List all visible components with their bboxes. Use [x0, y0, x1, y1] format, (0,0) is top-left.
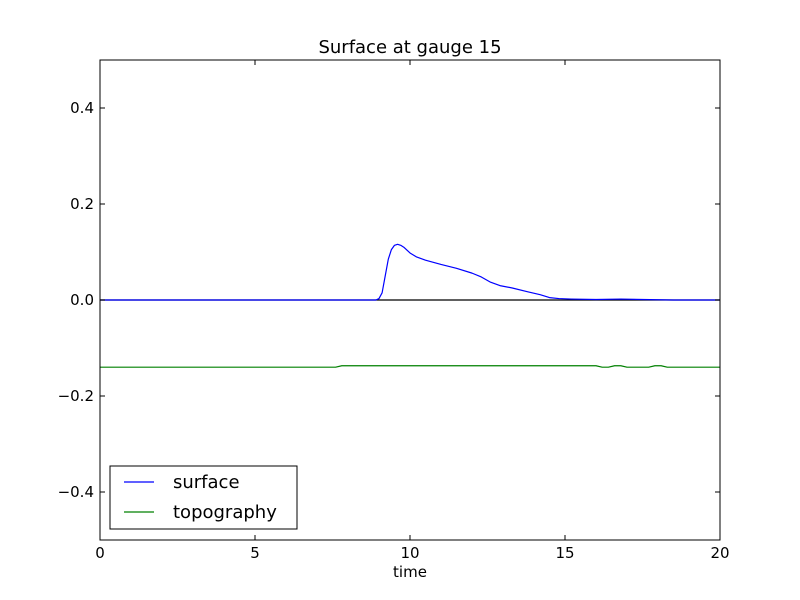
chart-title: Surface at gauge 15	[318, 37, 501, 58]
y-tick-label: 0.4	[70, 99, 94, 117]
x-tick-label: 5	[250, 544, 260, 562]
series-layer	[100, 243, 720, 368]
x-tick-label: 0	[95, 544, 105, 562]
x-tick-label: 20	[710, 544, 729, 562]
y-tick-label: 0.2	[70, 195, 94, 213]
y-tick-label: −0.2	[58, 387, 94, 405]
legend-label-surface: surface	[173, 472, 240, 493]
y-tick-label: 0.0	[70, 291, 94, 309]
series-line-surface	[100, 243, 720, 301]
y-axis: −0.4 −0.2 0.0 0.2 0.4	[58, 99, 720, 501]
x-tick-label: 15	[555, 544, 574, 562]
x-axis-label: time	[393, 563, 427, 581]
legend-box	[109, 465, 298, 530]
legend-label-topography: topography	[173, 502, 277, 523]
legend: surface topography	[109, 465, 298, 530]
y-tick-label: −0.4	[58, 483, 94, 501]
x-tick-label: 10	[400, 544, 419, 562]
x-axis: 0 5 10 15 20	[95, 60, 730, 562]
series-line-topography	[100, 365, 720, 368]
